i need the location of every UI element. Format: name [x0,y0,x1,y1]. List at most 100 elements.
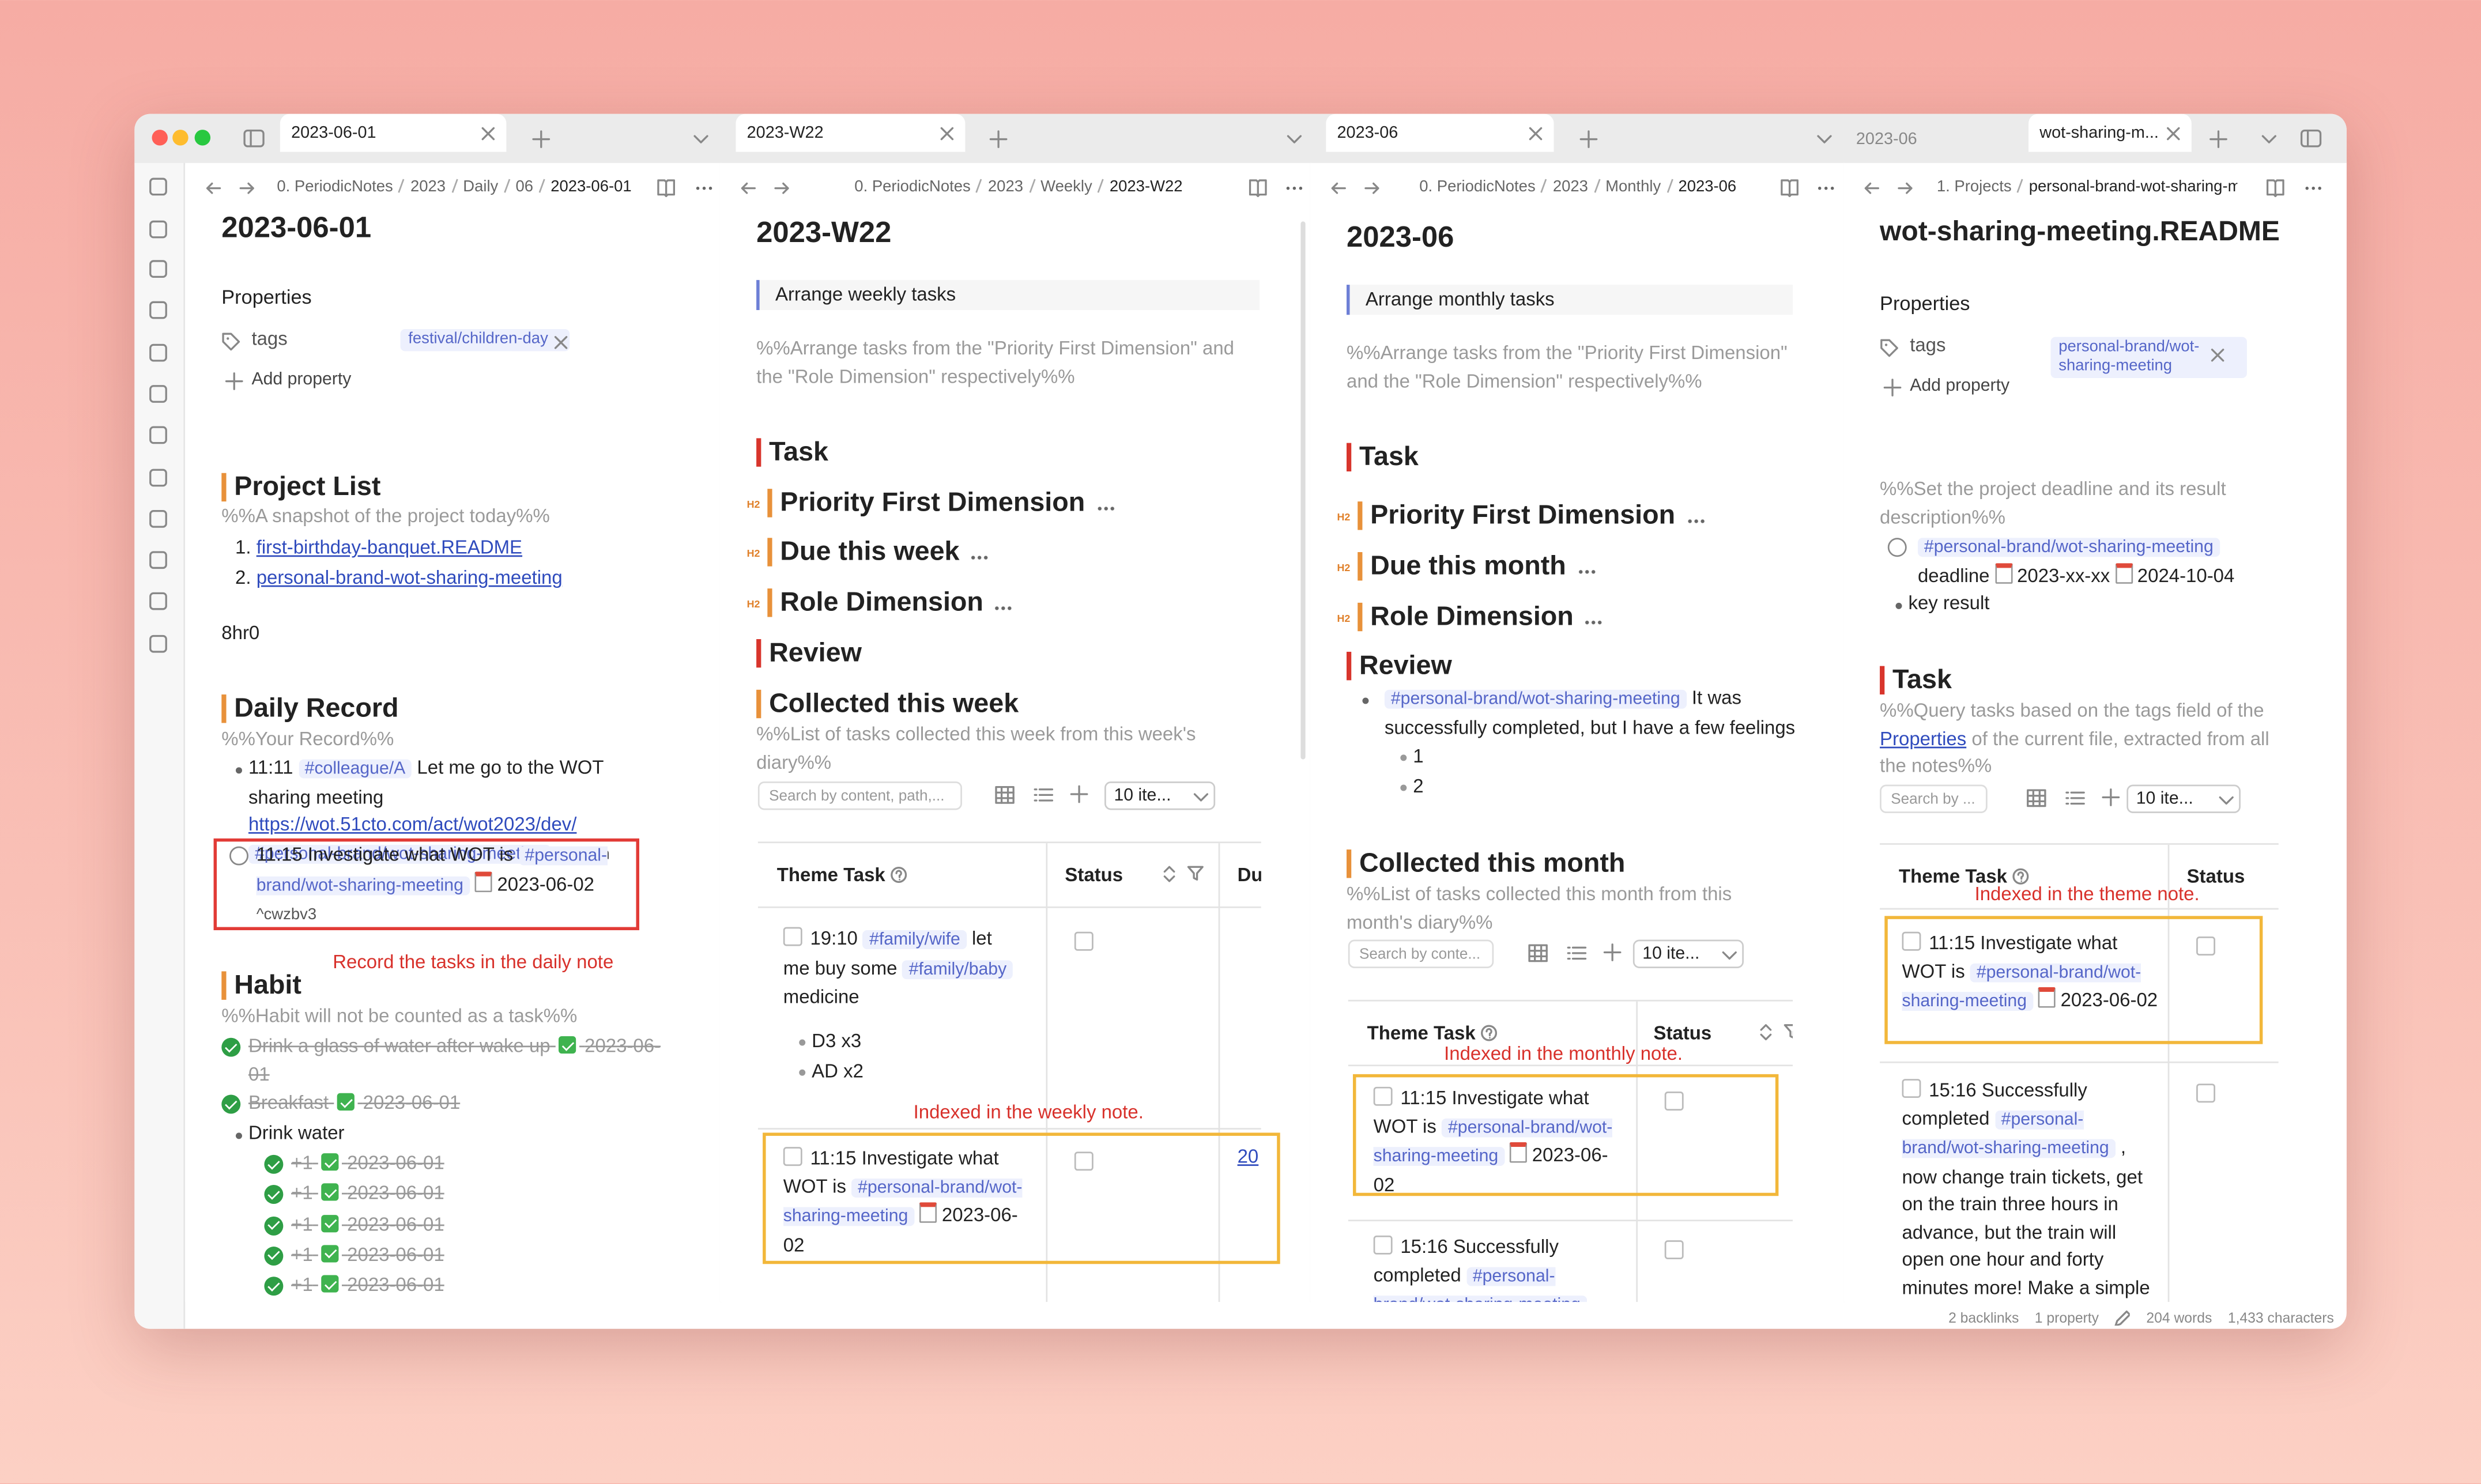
more-options[interactable] [695,180,714,196]
more-options[interactable] [2304,180,2323,196]
table: Theme Task Status 11:15 Investigate what W… [1348,999,1793,1302]
remove-tag[interactable] [2211,348,2224,362]
dropdown-arrow[interactable] [1722,951,1737,960]
checkbox [1373,1235,1393,1255]
new-tab[interactable] [989,130,1008,148]
ribbon-icon[interactable] [149,550,168,569]
filter[interactable] [1187,866,1204,883]
separator [1098,179,1104,193]
done-icon [321,1183,339,1202]
sidebar-toggle[interactable] [243,129,265,148]
more-options[interactable] [1816,180,1835,196]
dropdown-arrow[interactable] [1193,792,1209,802]
breadcrumb-item: 1. Projects [1936,179,2012,197]
new-tab[interactable] [1579,130,1598,148]
checkbox [783,927,802,946]
tab-close[interactable] [481,127,495,141]
nav-forward[interactable] [239,180,256,196]
table-view[interactable] [2027,789,2046,807]
date: 2023-06-01 [347,1243,444,1266]
column-header: Status [1653,1022,1712,1044]
text: 2023-xx-xx [2017,564,2110,587]
ribbon-icon[interactable] [149,635,168,654]
ribbon-icon[interactable] [149,509,168,528]
tab-list[interactable] [2261,134,2277,144]
add-row[interactable] [1603,943,1623,962]
calendar-icon [2038,987,2056,1008]
heading: Daily Record [221,694,399,723]
list-item: 2 [1413,775,1424,798]
ribbon-icon[interactable] [149,259,168,278]
nav-back[interactable] [739,180,756,196]
list-view[interactable] [1033,786,1054,803]
comment: %%Arrange tasks from the "Priority First… [756,337,1234,387]
dropdown-arrow[interactable] [2218,796,2234,805]
new-tab[interactable] [2209,130,2227,148]
tab-list[interactable] [693,134,708,144]
tab-list[interactable] [1287,134,1302,144]
list-view[interactable] [1567,945,1587,962]
separator [451,179,458,193]
tag: #personal-brand/wot-sharing-meeting [248,844,551,863]
ribbon-icon[interactable] [149,592,168,611]
nav-back[interactable] [1862,180,1879,196]
breadcrumb-item: 2023 [1552,179,1588,197]
ribbon-icon[interactable] [149,177,168,196]
comment: %%Query tasks based on the tags field of… [1880,698,2291,781]
add-row[interactable] [2102,788,2122,807]
ribbon-icon[interactable] [149,220,168,239]
reading-view[interactable] [657,179,676,198]
add-row[interactable] [1070,785,1090,803]
ribbon [134,163,186,1329]
ribbon-icon[interactable] [149,384,168,403]
ribbon-icon[interactable] [149,301,168,320]
new-tab[interactable] [532,130,551,148]
tab-close[interactable] [2166,127,2181,141]
heading: Priority First Dimension [767,488,1115,518]
text: Breakfast [248,1092,329,1114]
nav-back[interactable] [204,180,221,196]
table-view[interactable] [1528,944,1548,962]
calendar-icon [475,871,493,892]
done-icon [321,1153,339,1171]
remove-tag[interactable] [554,335,568,349]
page-size: 10 ite... [1104,781,1216,810]
list-view[interactable] [2065,790,2085,807]
filter[interactable] [1784,1024,1793,1041]
nav-back[interactable] [1329,180,1346,196]
done-check [264,1154,284,1174]
edit-icon[interactable] [2114,1310,2131,1326]
nav-forward[interactable] [774,180,791,196]
comment: %%Set the project deadline and its resul… [1880,477,2226,528]
ribbon-icon[interactable] [149,343,168,362]
heading-level: H2 [1337,614,1351,625]
search-box: Search by conte... [1348,939,1494,968]
window-control [194,130,211,146]
page-size: 10 ite... [1632,939,1744,968]
nav-forward[interactable] [1898,180,1914,196]
tab-close[interactable] [940,127,955,141]
reading-view[interactable] [1249,179,1268,198]
date: 2023-06-01 [347,1213,444,1235]
breadcrumb-item: personal-brand-wot-sharing-meeting [2028,179,2238,197]
window-control [172,130,188,146]
sort[interactable] [1759,1024,1774,1041]
tag: #personal-brand/wot-sharing-meeting [1384,689,1687,709]
more-options[interactable] [1285,180,1304,196]
status-bar: 2 backlinks 1 property 204 words 1,433 char… [1907,1308,2334,1327]
pane: 0. PeriodicNotes 2023 Weekly 2023-W22 2023-W… [719,163,1312,1302]
ribbon-icon[interactable] [149,425,168,444]
breadcrumb-item: Monthly [1605,179,1661,197]
tab-close[interactable] [1529,127,1543,141]
ribbon-icon[interactable] [149,469,168,488]
sort[interactable] [1163,866,1178,883]
nav-forward[interactable] [1364,180,1381,196]
tab-list[interactable] [1816,134,1832,144]
reading-view[interactable] [2266,179,2285,198]
reading-view[interactable] [1780,179,1799,198]
date: 2023-06-01 [347,1273,444,1296]
table-view[interactable] [995,786,1015,804]
text: 11:15 Investigate what WOT is [256,843,514,866]
right-sidebar-toggle[interactable] [2300,129,2322,148]
